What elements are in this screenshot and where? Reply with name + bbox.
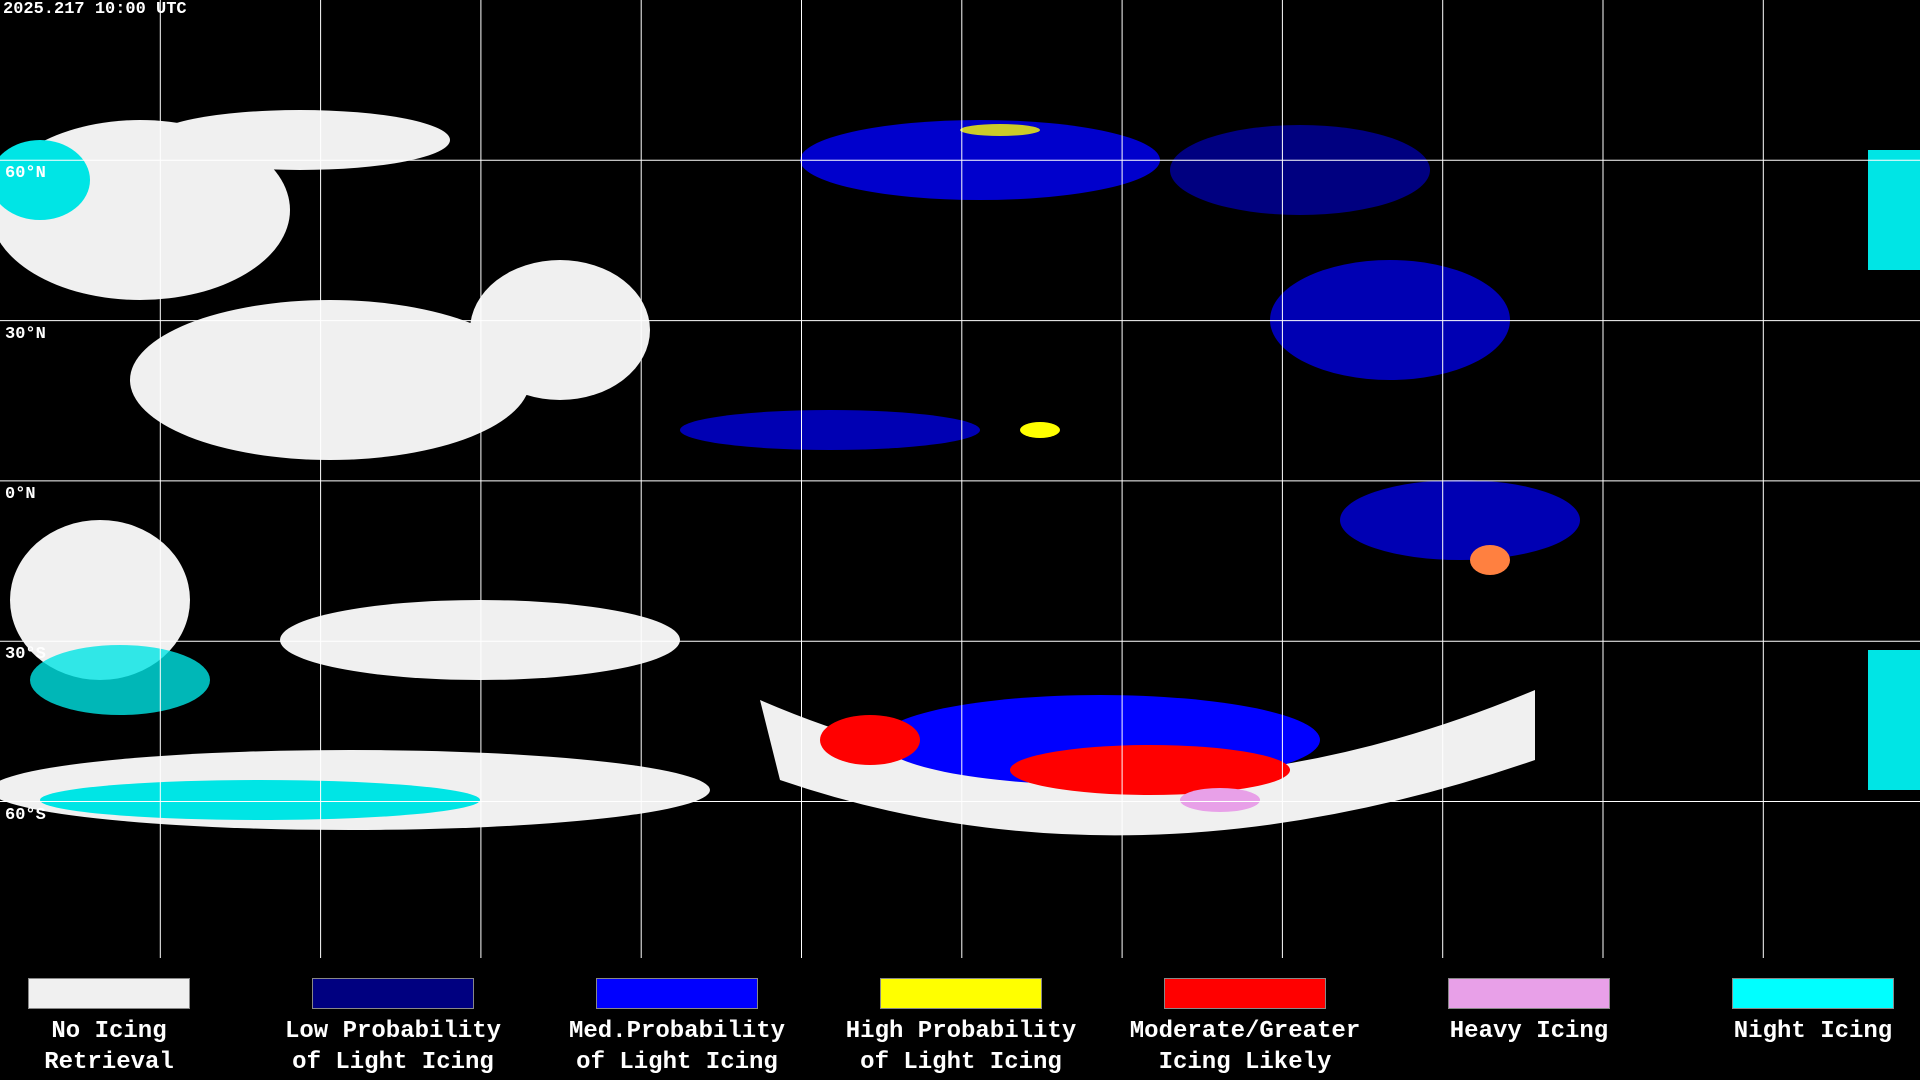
legend-label: Retrieval	[44, 1049, 174, 1076]
timestamp: 2025.217 10:00 UTC	[3, 0, 187, 19]
legend-swatch	[596, 978, 758, 1009]
legend-label: No Icing	[51, 1018, 167, 1045]
legend-label: Moderate/Greater	[1129, 1018, 1361, 1045]
legend-item: No Icing Retrieval	[0, 976, 251, 1078]
legend-label: High Probability	[845, 1018, 1077, 1045]
legend-label: of Light Icing	[576, 1049, 778, 1076]
legend-swatch	[1732, 978, 1894, 1009]
legend-text: Moderate/Greater Icing Likely	[1103, 1016, 1387, 1078]
latitude-label: 60°S	[5, 805, 46, 825]
legend-label: Night Icing	[1733, 1018, 1893, 1045]
legend-item: Moderate/Greater Icing Likely	[1103, 976, 1387, 1078]
legend-label: Low Probability	[284, 1018, 502, 1045]
legend: No Icing Retrieval Low Probability of Light…	[0, 976, 1920, 1080]
legend-swatch	[1448, 978, 1610, 1009]
legend-text: High Probability of Light Icing	[819, 1016, 1103, 1078]
legend-item: Med.Probability of Light Icing	[535, 976, 819, 1078]
graticule	[0, 0, 1920, 958]
legend-swatch	[1164, 978, 1326, 1009]
legend-label: Icing Likely	[1158, 1049, 1332, 1076]
legend-label: Med.Probability	[568, 1018, 786, 1045]
legend-text: Low Probability of Light Icing	[251, 1016, 535, 1078]
legend-swatch	[880, 978, 1042, 1009]
legend-swatch	[312, 978, 474, 1009]
legend-swatch	[28, 978, 190, 1009]
legend-text: Med.Probability of Light Icing	[535, 1016, 819, 1078]
legend-text: No Icing Retrieval	[0, 1016, 251, 1078]
cloud-cover	[0, 110, 1920, 836]
legend-label: Heavy Icing	[1449, 1018, 1609, 1045]
legend-item: High Probability of Light Icing	[819, 976, 1103, 1078]
legend-label: of Light Icing	[860, 1049, 1062, 1076]
latitude-label: 0°N	[5, 484, 36, 504]
map	[0, 0, 1920, 958]
legend-item: Low Probability of Light Icing	[251, 976, 535, 1078]
legend-item: Heavy Icing	[1387, 976, 1671, 1047]
legend-item: Night Icing	[1671, 976, 1920, 1047]
icing-areas	[680, 120, 1580, 812]
latitude-label: 60°N	[5, 164, 46, 184]
latitude-label: 30°N	[5, 324, 46, 344]
legend-label: of Light Icing	[292, 1049, 494, 1076]
legend-text: Heavy Icing	[1387, 1016, 1671, 1047]
legend-text: Night Icing	[1671, 1016, 1920, 1047]
latitude-label: 30°S	[5, 645, 46, 665]
